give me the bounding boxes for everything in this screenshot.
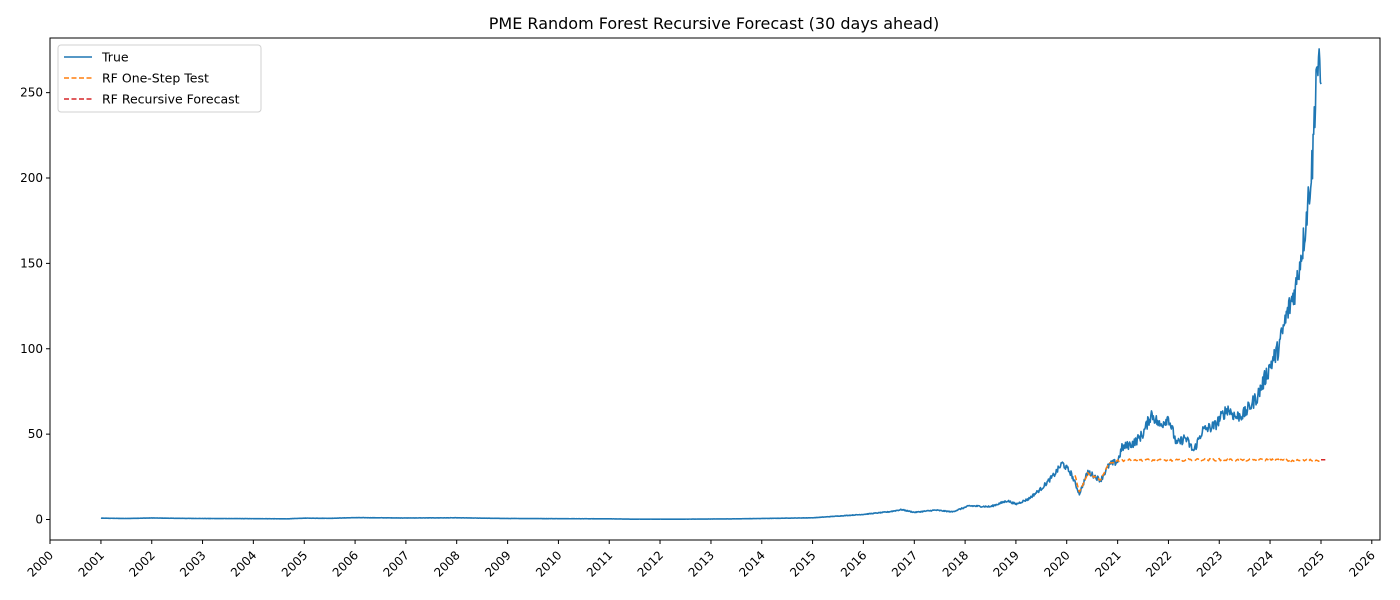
plot-area xyxy=(49,37,1381,541)
legend-entry-label: RF Recursive Forecast xyxy=(102,92,240,107)
plot-frame xyxy=(49,37,1381,541)
y-tick-label: 100 xyxy=(20,342,43,356)
y-tick-label: 250 xyxy=(20,86,43,100)
series-line-rf-one-step-test xyxy=(1074,457,1322,493)
x-tick-label: 2012 xyxy=(635,548,666,579)
y-axis: 0 50 100 150 200 250 xyxy=(20,86,50,527)
y-tick-label: 0 xyxy=(35,513,43,527)
x-tick-label: 2001 xyxy=(76,548,107,579)
x-tick-label: 2011 xyxy=(584,548,615,579)
x-tick-label: 2005 xyxy=(279,548,310,579)
x-tick-label: 2019 xyxy=(991,548,1022,579)
x-tick-label: 2015 xyxy=(787,548,818,579)
x-tick-label: 2000 xyxy=(25,548,56,579)
chart-title: PME Random Forest Recursive Forecast (30… xyxy=(489,14,939,33)
x-axis: 2000 2001 2002 2003 2004 2005 2006 2007 2008 2009… xyxy=(25,540,1378,580)
x-tick-label: 2018 xyxy=(940,548,971,579)
y-tick-label: 200 xyxy=(20,171,43,185)
x-tick-label: 2007 xyxy=(381,548,412,579)
x-tick-label: 2002 xyxy=(126,548,157,579)
x-tick-label: 2003 xyxy=(177,548,208,579)
x-tick-label: 2010 xyxy=(533,548,564,579)
x-tick-label: 2009 xyxy=(482,548,513,579)
legend-entry-label: RF One-Step Test xyxy=(102,71,209,86)
x-tick-label: 2020 xyxy=(1041,548,1072,579)
x-tick-label: 2022 xyxy=(1143,548,1174,579)
x-tick-label: 2026 xyxy=(1346,548,1377,579)
x-tick-label: 2016 xyxy=(838,548,869,579)
x-tick-label: 2017 xyxy=(889,548,920,579)
x-tick-label: 2013 xyxy=(686,548,717,579)
y-tick-label: 150 xyxy=(20,256,43,270)
x-tick-label: 2008 xyxy=(431,548,462,579)
x-tick-label: 2021 xyxy=(1092,548,1123,579)
series-line-true xyxy=(100,48,1322,521)
x-tick-label: 2025 xyxy=(1296,548,1327,579)
legend: True RF One-Step Test RF Recursive Forecas… xyxy=(57,44,262,113)
x-tick-label: 2024 xyxy=(1245,548,1276,579)
x-tick-label: 2004 xyxy=(228,548,259,579)
y-tick-label: 50 xyxy=(28,427,43,441)
x-tick-label: 2023 xyxy=(1194,548,1225,579)
legend-box xyxy=(57,44,262,113)
x-tick-label: 2014 xyxy=(736,548,767,579)
legend-entry-label: True xyxy=(101,50,129,65)
x-tick-label: 2006 xyxy=(330,548,361,579)
